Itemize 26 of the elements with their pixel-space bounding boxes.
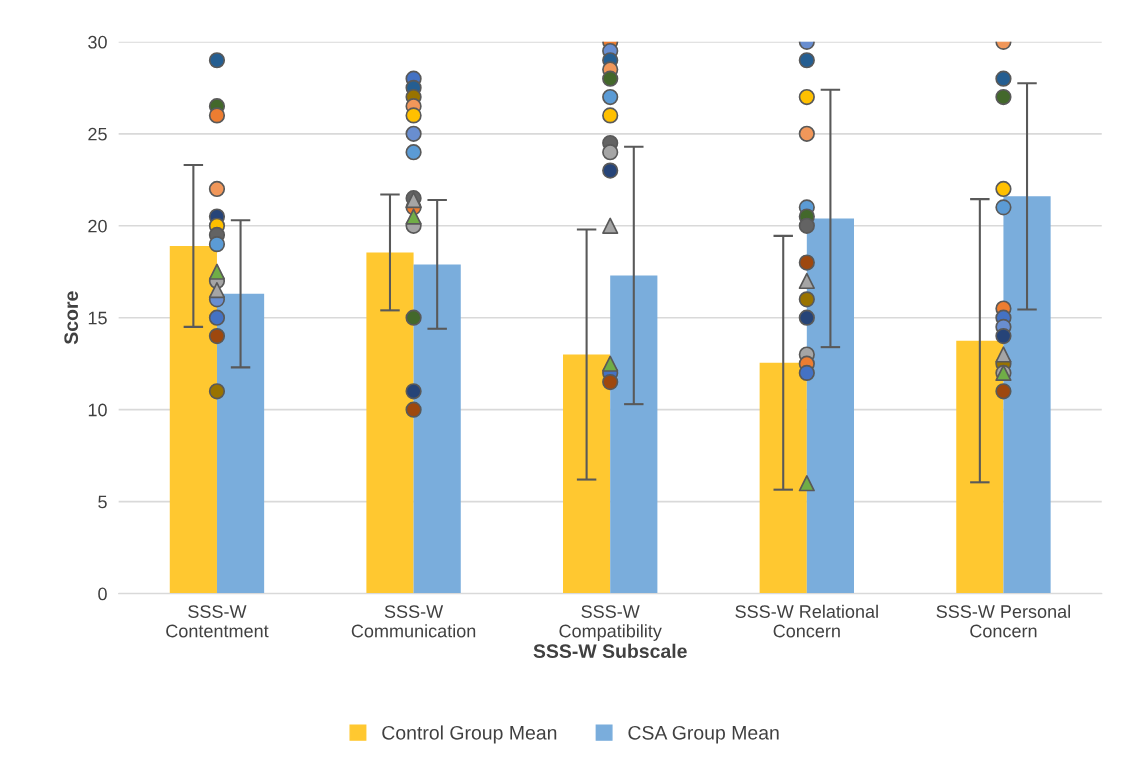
- y-axis-title: Score: [64, 291, 79, 345]
- bar: [366, 252, 414, 594]
- y-tick-label: 25: [88, 127, 107, 141]
- x-tick-label: SSS-W Relational Concern: [735, 604, 878, 638]
- bar: [1003, 196, 1051, 594]
- bar: [806, 218, 855, 594]
- x-tick-label: SSS-W Communication: [351, 605, 476, 638]
- bar: [413, 264, 461, 594]
- bar: [759, 362, 807, 594]
- legend-label: CSA Group Mean: [628, 725, 779, 744]
- y-tick-label: 10: [88, 403, 107, 417]
- bar: [956, 340, 1004, 594]
- x-tick-label: SSS-W Compatibility: [559, 605, 662, 641]
- y-tick-label: 15: [88, 311, 107, 325]
- y-tick-label: 0: [98, 587, 107, 601]
- y-tick-label: 5: [98, 495, 107, 509]
- bar: [216, 293, 265, 594]
- x-tick-label: SSS-W Personal Concern: [936, 604, 1070, 638]
- bar: [169, 245, 217, 594]
- bar: [610, 275, 658, 594]
- x-tick-label: SSS-W Contentment: [166, 605, 269, 638]
- bar: [563, 354, 611, 594]
- y-tick-label: 20: [88, 219, 107, 233]
- y-tick-label: 30: [88, 35, 107, 49]
- x-axis-title: SSS-W Subscale: [533, 643, 687, 659]
- legend-label: Control Group Mean: [382, 725, 557, 744]
